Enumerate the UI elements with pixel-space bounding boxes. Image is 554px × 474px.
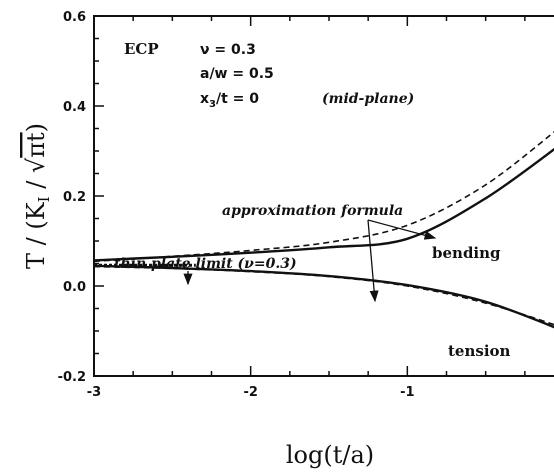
y-tick-label: 0.2 [63, 190, 86, 205]
annotation-tension: tension [448, 342, 511, 360]
annotation-x3: x3/t = 0 [200, 91, 259, 110]
svg-text:T / (KI / √πt): T / (KI / √πt) [22, 123, 53, 269]
y-tick-label: 0.6 [63, 10, 86, 25]
annotation-x3-sub: 3 [209, 99, 216, 110]
annotation-midplane: (mid-plane) [322, 91, 414, 107]
annotation-bending: bending [432, 244, 501, 262]
x-axis-label: log(t/a) [286, 441, 374, 469]
annotation-nu: ν = 0.3 [200, 42, 256, 58]
axis-tick-labels: -3-2-10-0.20.00.20.40.6 [58, 10, 415, 400]
y-label-right: ) [22, 123, 50, 132]
annotation-x3-rest: /t = 0 [216, 91, 259, 107]
y-axis-label: T / (KI / √πt) [22, 123, 53, 269]
y-tick-label: -0.2 [58, 370, 86, 385]
annotation-aw: a/w = 0.5 [200, 66, 274, 82]
series-group [93, 131, 554, 329]
series-line-approximation-formula-3 [93, 265, 554, 326]
y-label-mid: / [22, 173, 50, 196]
annotation-thin-plate-limit: thin plate limit (ν=0.3) [114, 256, 297, 272]
y-tick-label: 0.4 [63, 100, 86, 115]
approx-arrow-lower [367, 219, 379, 303]
plot-frame [93, 15, 554, 377]
y-label-radicand: πt [22, 132, 50, 158]
x-tick-label: -2 [243, 385, 257, 400]
series-line-bending-0 [93, 147, 554, 262]
y-tick-label: 0.0 [63, 280, 86, 295]
x-tick-label: -1 [400, 385, 414, 400]
y-label-radical: √ [22, 157, 50, 173]
annotation-approximation-formula: approximation formula [222, 203, 403, 219]
x-tick-label: -3 [87, 385, 101, 400]
series-line-approximation-formula-2 [93, 131, 554, 263]
y-label-left: T / (K [22, 201, 50, 269]
annotation-x3-main: x [200, 91, 209, 107]
approx-arrow-upper [367, 219, 437, 240]
axis-ticks [93, 15, 526, 377]
y-label-sub: I [35, 196, 53, 202]
annotation-ecp: ECP [124, 40, 159, 58]
